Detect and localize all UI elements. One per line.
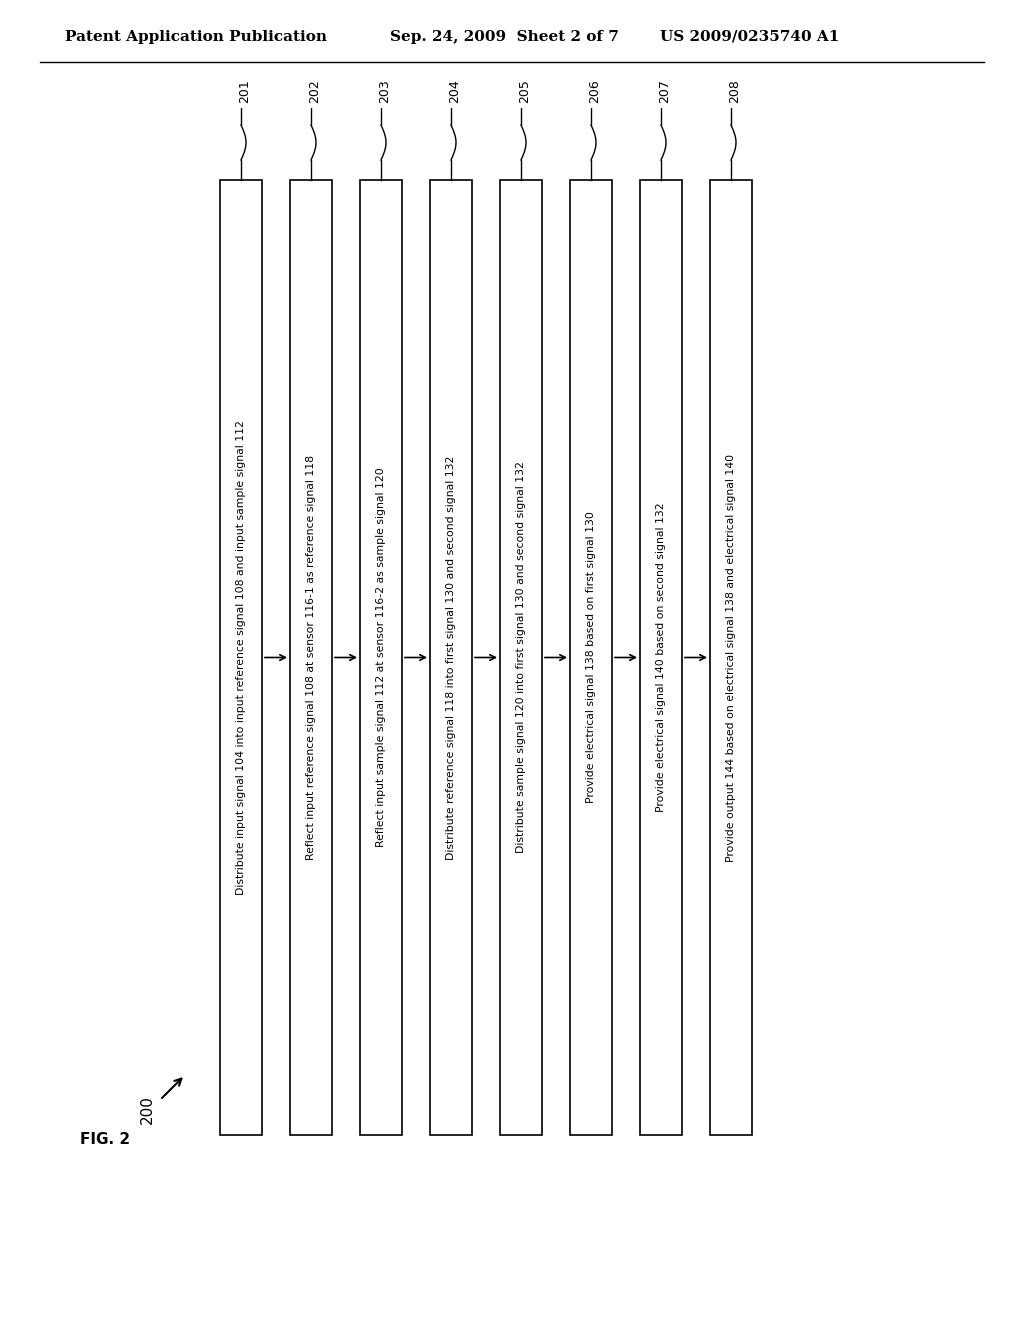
Bar <box>220 180 262 1135</box>
Text: Distribute reference signal 118 into first signal 130 and second signal 132: Distribute reference signal 118 into fir… <box>446 455 456 859</box>
Text: Distribute input signal 104 into input reference signal 108 and input sample sig: Distribute input signal 104 into input r… <box>236 420 246 895</box>
Bar <box>640 180 682 1135</box>
Bar <box>570 180 612 1135</box>
Text: Provide electrical signal 138 based on first signal 130: Provide electrical signal 138 based on f… <box>586 512 596 804</box>
Text: 206: 206 <box>589 79 601 103</box>
Text: Reflect input sample signal 112 at sensor 116-2 as sample signal 120: Reflect input sample signal 112 at senso… <box>376 467 386 847</box>
Bar <box>360 180 402 1135</box>
Bar <box>710 180 752 1135</box>
Text: FIG. 2: FIG. 2 <box>80 1133 130 1147</box>
Text: 204: 204 <box>449 79 462 103</box>
Text: 207: 207 <box>658 79 672 103</box>
Text: US 2009/0235740 A1: US 2009/0235740 A1 <box>660 30 840 44</box>
Bar <box>500 180 542 1135</box>
Text: Reflect input reference signal 108 at sensor 116-1 as reference signal 118: Reflect input reference signal 108 at se… <box>306 455 316 861</box>
Text: 200: 200 <box>140 1096 155 1125</box>
Bar <box>430 180 472 1135</box>
Text: 208: 208 <box>728 79 741 103</box>
Text: Provide output 144 based on electrical signal 138 and electrical signal 140: Provide output 144 based on electrical s… <box>726 454 736 862</box>
Text: 203: 203 <box>379 79 391 103</box>
Text: Sep. 24, 2009  Sheet 2 of 7: Sep. 24, 2009 Sheet 2 of 7 <box>390 30 618 44</box>
Text: 205: 205 <box>518 79 531 103</box>
Text: Distribute sample signal 120 into first signal 130 and second signal 132: Distribute sample signal 120 into first … <box>516 462 526 854</box>
Text: 202: 202 <box>308 79 322 103</box>
Text: Patent Application Publication: Patent Application Publication <box>65 30 327 44</box>
Bar <box>290 180 332 1135</box>
Text: 201: 201 <box>239 79 252 103</box>
Text: Provide electrical signal 140 based on second signal 132: Provide electrical signal 140 based on s… <box>656 503 666 812</box>
